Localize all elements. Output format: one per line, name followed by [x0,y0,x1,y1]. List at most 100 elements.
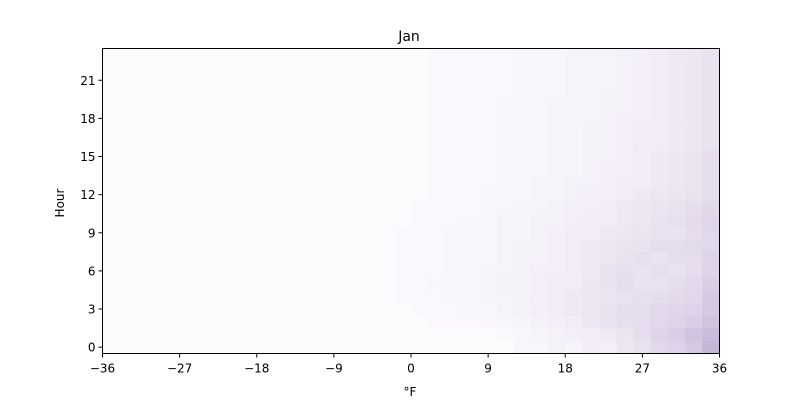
heatmap-cell [342,239,360,253]
heatmap-cell [188,99,206,113]
heatmap-cell [342,61,360,75]
heatmap-cell [136,213,155,227]
heatmap-cell [530,277,549,291]
heatmap-cell [359,112,378,126]
heatmap-cell [102,86,121,100]
heatmap-cell [188,86,206,100]
heatmap-cell [342,150,360,164]
heatmap-cell [119,86,138,100]
heatmap-cell [291,175,309,189]
heatmap-cell [188,251,206,265]
heatmap-cell [616,162,635,176]
heatmap-cell [393,226,412,240]
heatmap-cell [376,150,395,164]
heatmap-cell [136,239,155,253]
heatmap-cell [479,340,498,354]
heatmap-cell [153,251,172,265]
heatmap-cell [308,99,326,113]
heatmap-cell [222,328,241,342]
heatmap-cell [136,188,155,202]
heatmap-cell [599,328,618,342]
heatmap-cell [119,340,138,354]
heatmap-cell [359,61,378,75]
heatmap-cell [188,61,206,75]
heatmap-cell [530,150,549,164]
heatmap-cell [308,251,326,265]
heatmap-cell [171,226,189,240]
heatmap-cell [428,99,446,113]
heatmap-cell [428,86,446,100]
heatmap-cell [479,150,498,164]
heatmap-cell [119,213,138,227]
heatmap-cell [188,201,206,215]
heatmap-cell [205,264,223,278]
heatmap-cell [308,188,326,202]
heatmap-cell [616,239,635,253]
heatmap-cell [685,251,703,265]
heatmap-cell [256,251,275,265]
heatmap-cell [445,264,463,278]
heatmap-cell [102,188,121,202]
heatmap-cell [445,124,463,138]
heatmap-cell [496,239,515,253]
heatmap-cell [428,162,446,176]
heatmap-cell [496,213,515,227]
heatmap-cell [376,315,395,329]
heatmap-cell [222,112,241,126]
heatmap-cell [685,289,703,304]
heatmap-cell [291,226,309,240]
heatmap-cell [513,112,532,126]
x-tick-label: −36 [90,362,115,376]
heatmap-cell [273,73,292,88]
heatmap-cell [479,73,498,88]
heatmap-cell [205,251,223,265]
heatmap-cell [513,239,532,253]
y-tick-label: 18 [80,112,95,126]
heatmap-cell [668,112,686,126]
heatmap-cell [222,48,241,62]
heatmap-cell [530,112,549,126]
heatmap-cell [393,201,412,215]
heatmap-cell [205,340,223,354]
heatmap-cell [633,277,652,291]
heatmap-cell [650,48,669,62]
heatmap-cell [530,340,549,354]
heatmap-cell [171,340,189,354]
heatmap-cell [376,175,395,189]
heatmap-cell [479,48,498,62]
chart-title: Jan [397,29,420,45]
heatmap-cell [136,137,155,151]
heatmap-cell [325,86,343,100]
heatmap-cell [582,73,600,88]
heatmap-cell [393,239,412,253]
heatmap-cell [479,188,498,202]
heatmap-cell [153,302,172,316]
heatmap-cell [171,137,189,151]
heatmap-cell [599,73,618,88]
heatmap-cell [513,188,532,202]
heatmap-cell [633,226,652,240]
heatmap-cell [513,150,532,164]
heatmap-cell [428,239,446,253]
heatmap-cell [582,251,600,265]
x-tick-label: 9 [484,362,492,376]
heatmap-cell [153,340,172,354]
heatmap-cell [119,264,138,278]
heatmap-cell [548,213,566,227]
heatmap-cell [650,61,669,75]
heatmap-cell [462,302,480,316]
heatmap-cell [668,340,686,354]
heatmap-cell [650,99,669,113]
heatmap-cell [342,175,360,189]
heatmap-cell [565,162,583,176]
heatmap-cell [102,175,121,189]
heatmap-cell [702,239,720,253]
heatmap-cell [205,213,223,227]
heatmap-cell [291,162,309,176]
heatmap-cell [599,239,618,253]
heatmap-cell [650,277,669,291]
heatmap-cell [308,86,326,100]
heatmap-cell [136,340,155,354]
heatmap-cell [599,201,618,215]
heatmap-cell [702,162,720,176]
